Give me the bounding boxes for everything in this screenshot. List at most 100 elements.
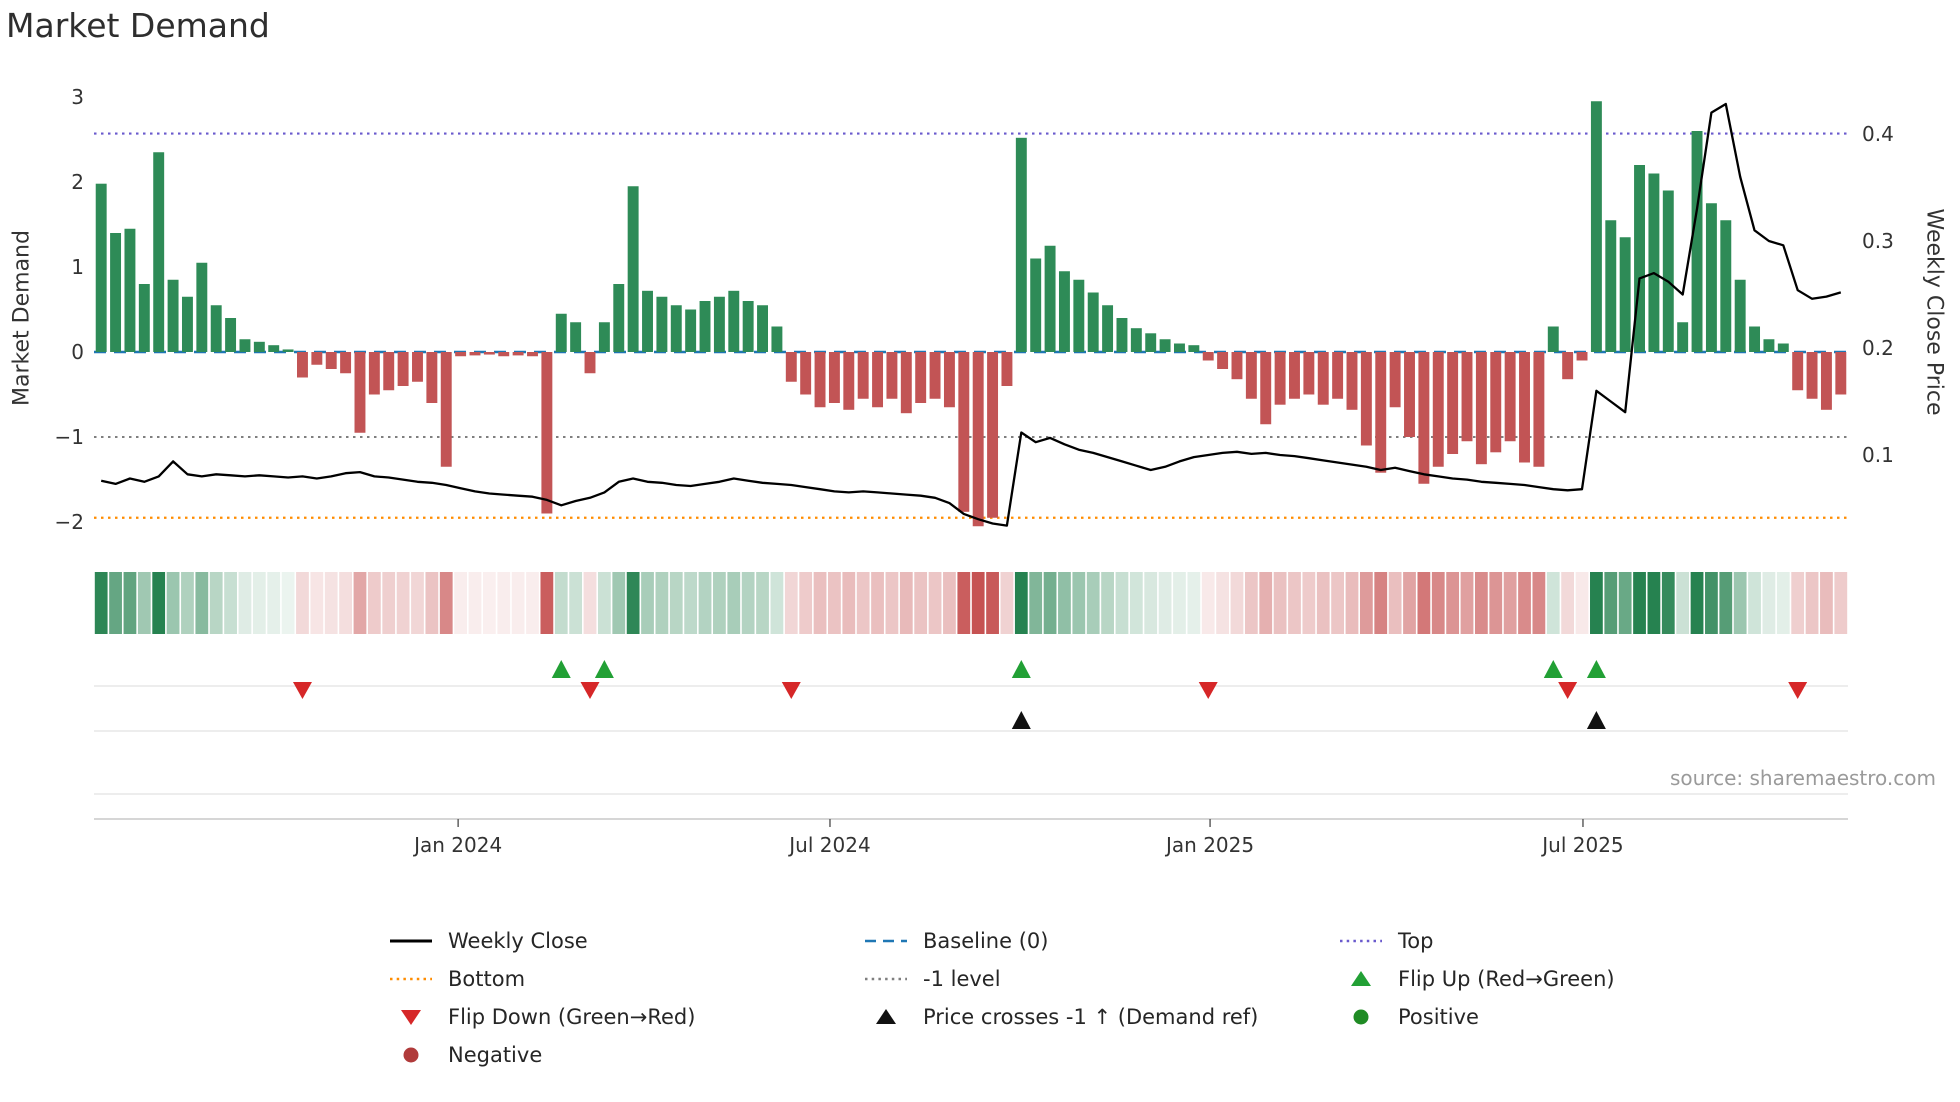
demand-bar bbox=[455, 352, 467, 357]
heatmap-cell bbox=[1661, 572, 1675, 634]
heatmap-cell bbox=[1503, 572, 1517, 634]
demand-bar bbox=[1418, 352, 1430, 484]
x-axis-tick: Jul 2024 bbox=[787, 833, 870, 857]
heatmap-cell bbox=[1230, 572, 1244, 634]
heatmap-cell bbox=[928, 572, 942, 634]
flip-down-marker bbox=[781, 682, 801, 699]
left-axis-tick: −1 bbox=[55, 425, 84, 449]
demand-bar bbox=[1274, 352, 1286, 405]
flip-down-marker bbox=[1198, 682, 1218, 699]
demand-bar bbox=[225, 318, 237, 352]
heatmap-cell bbox=[1216, 572, 1229, 634]
heatmap-cell bbox=[94, 572, 108, 634]
legend-item-flip-down: Flip Down (Green→Red) bbox=[388, 998, 695, 1036]
demand-bar bbox=[1634, 165, 1645, 352]
flip-down-marker bbox=[1788, 682, 1808, 699]
demand-bar bbox=[1763, 339, 1775, 352]
heatmap-cell bbox=[1316, 572, 1330, 634]
demand-bar bbox=[282, 349, 294, 352]
legend-label: Bottom bbox=[448, 967, 526, 991]
demand-bar bbox=[570, 322, 582, 352]
heatmap-cell bbox=[540, 572, 554, 634]
minus1-line-icon bbox=[863, 968, 909, 990]
heatmap-cell bbox=[971, 572, 985, 634]
demand-bar bbox=[555, 313, 567, 352]
demand-bar bbox=[1835, 352, 1847, 395]
heatmap-cell bbox=[756, 572, 769, 634]
legend-label: Baseline (0) bbox=[923, 929, 1049, 953]
demand-bar bbox=[1777, 343, 1789, 352]
demand-bar bbox=[900, 352, 912, 414]
demand-bar bbox=[1432, 352, 1444, 467]
heatmap-cell bbox=[1633, 572, 1646, 634]
heatmap-cell bbox=[583, 572, 597, 634]
heatmap-cell bbox=[1474, 572, 1488, 634]
heatmap-cell bbox=[1273, 572, 1287, 634]
heatmap-cell bbox=[1431, 572, 1445, 634]
demand-bar bbox=[440, 352, 452, 467]
legend-item-positive: Positive bbox=[1338, 998, 1615, 1036]
demand-bar bbox=[1116, 318, 1128, 352]
source-attribution: source: sharemaestro.com bbox=[1670, 766, 1936, 790]
heatmap-cell bbox=[1546, 572, 1560, 634]
demand-bar bbox=[1533, 352, 1545, 467]
legend-label: Price crosses -1 ↑ (Demand ref) bbox=[923, 1005, 1259, 1029]
demand-bar bbox=[239, 339, 251, 352]
heatmap-cell bbox=[1561, 572, 1575, 634]
right-axis-tick: 0.3 bbox=[1862, 229, 1894, 253]
heatmap-cell bbox=[1590, 572, 1603, 634]
legend-label: Positive bbox=[1398, 1005, 1479, 1029]
demand-bar bbox=[1202, 352, 1214, 361]
heatmap-cell bbox=[454, 572, 468, 634]
heatmap-cell bbox=[943, 572, 956, 634]
demand-bar bbox=[1015, 137, 1027, 352]
heatmap-cell bbox=[324, 572, 338, 634]
heatmap-cell bbox=[497, 572, 511, 634]
demand-bar bbox=[1691, 131, 1703, 352]
demand-bar bbox=[1159, 339, 1171, 352]
heatmap-cell bbox=[1604, 572, 1618, 634]
flip-down-marker bbox=[292, 682, 312, 699]
heatmap-cell bbox=[281, 572, 295, 634]
demand-bar bbox=[297, 352, 308, 378]
demand-bar bbox=[1519, 352, 1530, 463]
heatmap-cell bbox=[137, 572, 151, 634]
demand-bar bbox=[857, 352, 869, 399]
demand-bar bbox=[843, 352, 855, 410]
legend-label: Weekly Close bbox=[448, 929, 588, 953]
chart-legend: Weekly Close Bottom Flip Down (Green→Red… bbox=[0, 922, 1960, 1082]
heatmap-cell bbox=[799, 572, 813, 634]
demand-bar bbox=[167, 279, 179, 352]
demand-bar bbox=[872, 352, 884, 408]
legend-item-negative: Negative bbox=[388, 1036, 695, 1074]
demand-bar bbox=[1087, 292, 1099, 352]
demand-bar bbox=[1130, 328, 1142, 352]
heatmap-cell bbox=[209, 572, 223, 634]
heatmap-cell bbox=[1302, 572, 1316, 634]
left-axis-title: Market Demand bbox=[9, 230, 35, 406]
demand-bar bbox=[1490, 352, 1502, 453]
heatmap-cell bbox=[871, 572, 884, 634]
heatmap-cell bbox=[1705, 572, 1718, 634]
bottom-line-icon bbox=[388, 968, 434, 990]
top-line-icon bbox=[1338, 930, 1384, 952]
heatmap-cell bbox=[1446, 572, 1460, 634]
demand-bar bbox=[785, 352, 797, 382]
demand-bar bbox=[958, 352, 970, 512]
demand-bar bbox=[1231, 352, 1243, 380]
demand-bar bbox=[196, 262, 208, 352]
heatmap-cell bbox=[1647, 572, 1661, 634]
demand-bar bbox=[1562, 352, 1574, 380]
demand-bar bbox=[1806, 352, 1818, 399]
heatmap-cell bbox=[698, 572, 712, 634]
heatmap-cell bbox=[957, 572, 971, 634]
demand-bar bbox=[1245, 352, 1257, 399]
demand-bar bbox=[541, 352, 553, 514]
demand-bar bbox=[943, 352, 955, 408]
heatmap-cell bbox=[1058, 572, 1071, 634]
heatmap-cell bbox=[885, 572, 899, 634]
demand-bar bbox=[426, 352, 438, 403]
flip-down-marker bbox=[1558, 682, 1578, 699]
demand-bar bbox=[1590, 101, 1602, 352]
heatmap-cell bbox=[626, 572, 640, 634]
